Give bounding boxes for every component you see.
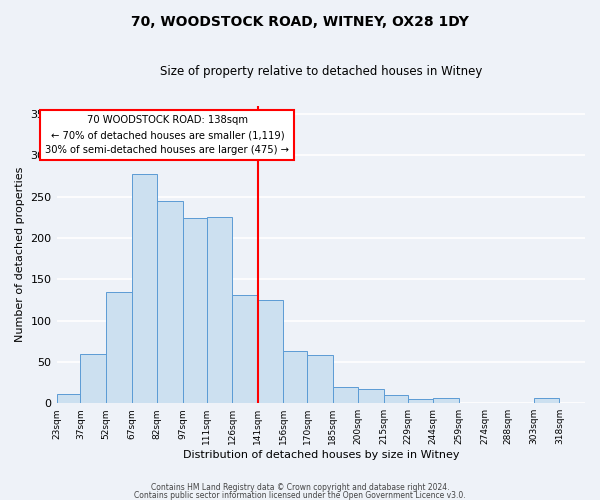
Bar [106, 292, 131, 403]
Bar [206, 217, 232, 403]
Text: Contains HM Land Registry data © Crown copyright and database right 2024.: Contains HM Land Registry data © Crown c… [151, 483, 449, 492]
Title: Size of property relative to detached houses in Witney: Size of property relative to detached ho… [160, 65, 482, 78]
Bar [433, 398, 459, 403]
Bar [358, 389, 384, 403]
Text: 70, WOODSTOCK ROAD, WITNEY, OX28 1DY: 70, WOODSTOCK ROAD, WITNEY, OX28 1DY [131, 15, 469, 29]
Bar [408, 399, 433, 403]
Text: Contains public sector information licensed under the Open Government Licence v3: Contains public sector information licen… [134, 490, 466, 500]
Bar [182, 218, 206, 403]
Bar [257, 300, 283, 403]
Bar [283, 351, 307, 403]
Text: 70 WOODSTOCK ROAD: 138sqm
← 70% of detached houses are smaller (1,119)
30% of se: 70 WOODSTOCK ROAD: 138sqm ← 70% of detac… [46, 116, 289, 155]
Bar [56, 394, 80, 403]
Bar [232, 295, 257, 403]
Bar [80, 354, 106, 403]
Bar [131, 174, 157, 403]
Bar [307, 356, 333, 403]
Bar [384, 395, 408, 403]
X-axis label: Distribution of detached houses by size in Witney: Distribution of detached houses by size … [182, 450, 459, 460]
Bar [157, 200, 182, 403]
Bar [534, 398, 559, 403]
Y-axis label: Number of detached properties: Number of detached properties [15, 166, 25, 342]
Bar [333, 388, 358, 403]
